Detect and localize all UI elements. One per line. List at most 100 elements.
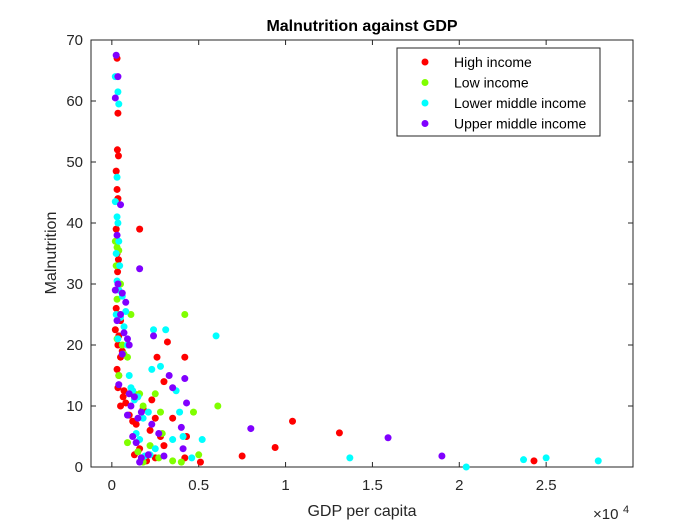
data-point-upper-middle-income xyxy=(160,452,168,460)
data-point-high-income xyxy=(129,417,137,425)
data-point-low-income xyxy=(139,402,147,410)
data-point-lower-middle-income xyxy=(111,198,119,206)
data-point-upper-middle-income xyxy=(247,425,255,433)
data-point-low-income xyxy=(123,439,131,447)
data-point-upper-middle-income xyxy=(438,452,446,460)
x-tick-label: 1 xyxy=(281,477,289,494)
x-tick-label: 1.5 xyxy=(362,477,383,494)
data-point-upper-middle-income xyxy=(134,414,142,422)
x-exponent-base: ×10 xyxy=(593,506,618,523)
data-point-lower-middle-income xyxy=(198,436,206,444)
legend-box xyxy=(396,47,601,137)
data-point-low-income xyxy=(181,311,189,318)
legend-label-low-income: Low income xyxy=(454,75,529,91)
data-point-high-income xyxy=(113,365,121,373)
data-point-upper-middle-income xyxy=(132,439,140,447)
data-point-high-income xyxy=(113,146,121,154)
data-point-lower-middle-income xyxy=(114,88,122,96)
data-point-lower-middle-income xyxy=(162,326,170,334)
legend: High income Low income Lower middle income… xyxy=(396,47,601,137)
data-point-upper-middle-income xyxy=(384,434,392,442)
data-point-lower-middle-income xyxy=(462,463,470,471)
data-point-lower-middle-income xyxy=(115,237,123,245)
data-point-upper-middle-income xyxy=(118,289,126,297)
x-tick-label: 0 xyxy=(108,477,116,494)
data-point-upper-middle-income xyxy=(127,402,135,410)
data-point-lower-middle-income xyxy=(114,335,122,343)
y-tick-label: 30 xyxy=(66,276,83,293)
data-point-high-income xyxy=(196,458,204,466)
data-point-lower-middle-income xyxy=(112,250,120,257)
data-point-low-income xyxy=(189,408,197,416)
data-point-low-income xyxy=(214,402,222,410)
y-tick-label: 20 xyxy=(66,337,83,354)
data-point-lower-middle-income xyxy=(122,307,130,315)
legend-label-upper-middle-income: Upper middle income xyxy=(454,116,586,132)
data-point-upper-middle-income xyxy=(129,433,137,440)
data-point-upper-middle-income xyxy=(165,372,173,379)
data-point-low-income xyxy=(123,353,131,361)
data-point-lower-middle-income xyxy=(113,213,121,221)
data-point-low-income xyxy=(195,451,203,459)
data-point-upper-middle-income xyxy=(118,350,126,358)
data-point-high-income xyxy=(181,353,189,361)
data-point-upper-middle-income xyxy=(113,231,121,239)
data-point-high-income xyxy=(111,326,119,334)
data-point-high-income xyxy=(335,429,343,437)
data-point-high-income xyxy=(530,457,538,465)
data-point-upper-middle-income xyxy=(148,420,156,428)
data-point-high-income xyxy=(112,304,120,312)
legend-marker-low-income xyxy=(421,79,429,86)
data-point-lower-middle-income xyxy=(144,408,152,416)
x-tick-label: 2 xyxy=(455,477,463,494)
data-point-lower-middle-income xyxy=(139,414,147,422)
data-point-lower-middle-income xyxy=(120,323,128,331)
data-point-lower-middle-income xyxy=(176,408,184,416)
data-point-low-income xyxy=(127,311,135,318)
data-point-lower-middle-income xyxy=(115,100,123,108)
data-point-high-income xyxy=(271,443,279,451)
data-point-lower-middle-income xyxy=(169,436,177,444)
data-point-high-income xyxy=(113,185,121,193)
data-point-high-income xyxy=(136,225,144,233)
data-point-lower-middle-income xyxy=(212,332,220,340)
y-tick-label: 60 xyxy=(66,93,83,110)
data-point-high-income xyxy=(160,378,168,386)
data-point-high-income xyxy=(114,109,122,117)
data-point-high-income xyxy=(114,256,122,264)
data-point-upper-middle-income xyxy=(169,384,177,392)
data-point-high-income xyxy=(117,402,125,410)
y-tick-label: 40 xyxy=(66,215,83,232)
data-point-low-income xyxy=(146,442,154,450)
data-point-lower-middle-income xyxy=(116,262,124,270)
data-point-lower-middle-income xyxy=(188,454,196,462)
data-point-upper-middle-income xyxy=(117,311,125,318)
data-point-lower-middle-income xyxy=(150,326,158,334)
data-point-upper-middle-income xyxy=(115,381,123,389)
data-point-upper-middle-income xyxy=(111,94,119,102)
data-point-lower-middle-income xyxy=(125,372,133,379)
legend-marker-high-income xyxy=(421,58,429,66)
data-point-upper-middle-income xyxy=(137,408,145,416)
data-point-upper-middle-income xyxy=(177,423,185,431)
data-point-upper-middle-income xyxy=(123,411,131,419)
legend-marker-upper-middle-income xyxy=(421,120,429,127)
data-point-high-income xyxy=(120,387,128,395)
data-point-lower-middle-income xyxy=(520,456,528,464)
x-exponent-power: 4 xyxy=(623,504,629,516)
data-point-lower-middle-income xyxy=(156,362,164,370)
data-point-high-income xyxy=(151,414,159,422)
data-point-lower-middle-income xyxy=(179,433,187,440)
data-point-upper-middle-income xyxy=(150,332,158,340)
data-point-high-income xyxy=(238,452,246,460)
data-point-high-income xyxy=(114,268,122,276)
x-exponent: ×10 4 xyxy=(593,504,629,523)
data-point-upper-middle-income xyxy=(181,375,189,383)
legend-marker-lower-middle-income xyxy=(421,99,429,107)
data-point-low-income xyxy=(156,408,164,416)
data-point-upper-middle-income xyxy=(111,286,119,294)
data-point-high-income xyxy=(169,414,177,422)
data-point-upper-middle-income xyxy=(136,265,144,273)
data-point-high-income xyxy=(146,426,154,434)
data-point-low-income xyxy=(151,390,159,398)
